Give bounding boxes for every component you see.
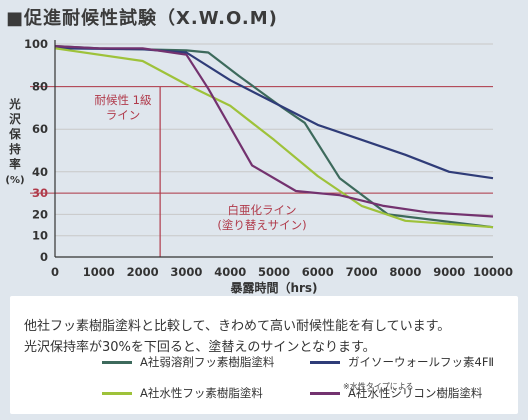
- legend-swatch: [102, 360, 132, 364]
- y-axis-label: 保: [8, 127, 21, 141]
- description-line-1: 他社フッ素樹脂塗料と比較して、きわめて高い耐候性能を有しています。: [24, 319, 451, 334]
- legend-swatch: [310, 360, 340, 364]
- series-line-4: [54, 45, 494, 218]
- annotation-text: (塗り替えサイン): [217, 218, 306, 232]
- x-tick-label: 8000: [389, 265, 421, 279]
- y-tick-label: 20: [32, 207, 48, 221]
- tick-labels: 0 1000 2000 3000 4000 5000 6000 7000 8000 9000 100…: [24, 37, 513, 279]
- series-lines: [54, 45, 494, 229]
- y-tick-label: 80: [32, 80, 48, 94]
- y-axis-label: (%): [5, 175, 24, 186]
- x-tick-label: 7000: [346, 265, 378, 279]
- x-tick-label: 3000: [170, 265, 202, 279]
- series-line-3: [54, 47, 494, 229]
- y-axis-label: 率: [9, 157, 21, 171]
- legend-label: A社水性フッ素樹脂塗料: [140, 386, 263, 400]
- x-tick-label: 4000: [214, 265, 246, 279]
- y-tick-label: 0: [40, 250, 48, 264]
- legend-item: A社弱溶剤フッ素樹脂塗料: [102, 354, 274, 370]
- annotation-text: 白亜化ライン: [228, 203, 297, 217]
- x-axis-label: 暴露時間（hrs): [229, 280, 317, 295]
- info-panel: 他社フッ素樹脂塗料と比較して、きわめて高い耐候性能を有しています。 光沢保持率が…: [10, 296, 518, 414]
- legend-item: A社水性フッ素樹脂塗料: [102, 385, 263, 401]
- x-tick-label: 5000: [258, 265, 290, 279]
- legend-note: ※水性タイプによる: [343, 382, 414, 391]
- y-axis-label: 沢: [9, 112, 21, 126]
- legend-label: ガイソーウォールフッ素4FⅡ: [348, 355, 495, 369]
- description: 他社フッ素樹脂塗料と比較して、きわめて高い耐候性能を有しています。 光沢保持率が…: [24, 316, 450, 358]
- legend-item: A社水性シリコン樹脂塗料: [310, 385, 482, 401]
- x-tick-label: 10000: [473, 265, 513, 279]
- y-tick-label: 100: [24, 37, 48, 51]
- chart-title: ■促進耐候性試験（X.W.O.M): [6, 8, 278, 29]
- y-tick-label: 60: [32, 122, 48, 136]
- axes: [54, 40, 493, 258]
- annotation-text: ライン: [106, 108, 141, 122]
- y-tick-label: 30: [32, 186, 48, 200]
- x-tick-label: 6000: [302, 265, 334, 279]
- legend-label: A社水性シリコン樹脂塗料: [348, 386, 483, 400]
- y-tick-label: 40: [32, 165, 48, 179]
- x-tick-label: 1000: [83, 265, 115, 279]
- gloss-retention-chart: 0 1000 2000 3000 4000 5000 6000 7000 8000 9000 100…: [5, 37, 513, 295]
- y-axis-label: 持: [9, 142, 21, 156]
- axis-labels: 暴露時間（hrs) 光沢保持率 (%): [5, 97, 317, 295]
- reference-lines: [30, 86, 493, 257]
- legend-item: ガイソーウォールフッ素4FⅡ: [310, 354, 494, 370]
- y-axis-label: 光: [8, 97, 21, 111]
- series-line-1: [54, 45, 494, 229]
- annotation-text: 耐候性 1級: [95, 93, 152, 107]
- x-tick-label: 9000: [433, 265, 465, 279]
- description-line-2: 光沢保持率が30%を下回ると、塗替えのサインとなります。: [24, 340, 376, 355]
- legend-swatch: [310, 391, 340, 395]
- x-tick-label: 2000: [127, 265, 159, 279]
- legend-label: A社弱溶剤フッ素樹脂塗料: [140, 355, 275, 369]
- y-tick-label: 10: [32, 229, 48, 243]
- legend-swatch: [102, 391, 132, 395]
- x-tick-label: 0: [51, 265, 59, 279]
